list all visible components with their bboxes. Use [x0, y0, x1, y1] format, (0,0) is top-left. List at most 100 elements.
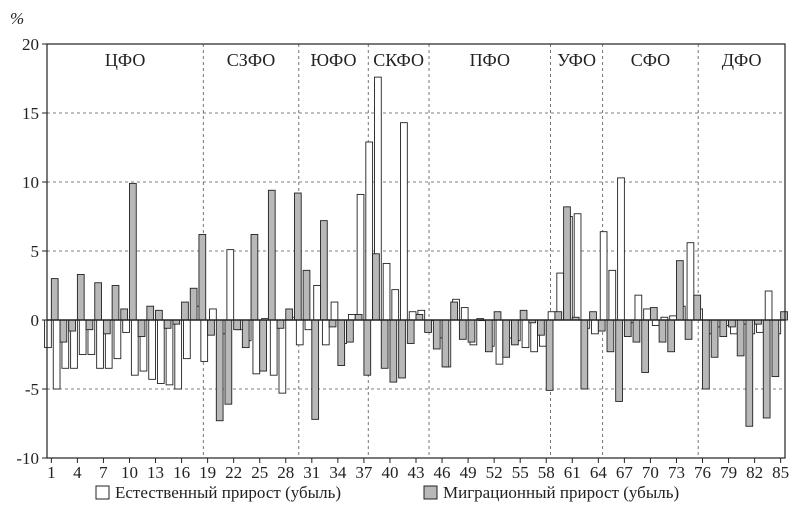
bar-natural — [113, 319, 122, 360]
legend-label-migration: Миграционный прирост (убыль) — [443, 483, 679, 502]
bar-natural — [591, 319, 599, 335]
bar-migration — [398, 319, 406, 379]
bar-migration — [693, 294, 702, 321]
bar-natural — [156, 319, 165, 384]
bar-natural — [686, 242, 695, 321]
bar-migration — [293, 192, 302, 321]
bar-natural — [408, 311, 417, 321]
bar-migration — [250, 233, 259, 321]
bar-natural — [521, 319, 530, 349]
y-tick-label: -10 — [16, 449, 39, 468]
district-label: СФО — [631, 50, 670, 70]
district-label: ПФО — [470, 50, 510, 70]
bar-migration — [597, 319, 606, 332]
bar-migration — [554, 311, 563, 321]
bar-natural — [44, 319, 52, 349]
bar-migration — [719, 319, 728, 338]
bar-natural — [252, 319, 261, 375]
bar-migration — [241, 319, 250, 349]
bar-migration — [702, 319, 710, 390]
bar-migration — [502, 319, 511, 358]
bar-natural — [643, 308, 651, 321]
bar-natural — [460, 307, 469, 321]
x-tick-label: 64 — [590, 463, 608, 482]
bar-natural — [617, 177, 625, 321]
x-tick-label: 46 — [434, 463, 451, 482]
y-axis: -10 -5 0 5 10 15 20 — [16, 35, 47, 468]
x-tick-label: 85 — [772, 463, 789, 482]
bar-natural — [356, 193, 365, 321]
bar-natural — [382, 262, 391, 321]
bar-natural — [78, 319, 87, 355]
bar-migration — [129, 182, 137, 321]
bar-migration — [259, 319, 267, 372]
bar-migration — [467, 319, 476, 343]
district-label: ЦФО — [105, 50, 145, 70]
bar-migration — [771, 319, 780, 378]
legend: Естественный прирост (убыль) Миграционны… — [95, 483, 679, 502]
x-tick-label: 58 — [538, 463, 555, 482]
bar-migration — [120, 308, 129, 321]
bar-natural — [321, 319, 330, 346]
x-tick-label: 73 — [668, 463, 685, 482]
bar-migration — [424, 319, 432, 333]
bar-migration — [458, 319, 467, 340]
bar-migration — [146, 305, 155, 321]
bar-migration — [346, 319, 354, 343]
bar-migration — [606, 319, 615, 353]
bar-migration — [762, 319, 771, 419]
bar-natural — [165, 319, 174, 386]
bar-natural — [226, 249, 235, 321]
bar-migration — [641, 319, 649, 373]
bar-migration — [658, 319, 667, 343]
bar-migration — [311, 319, 320, 420]
bar-migration — [589, 311, 597, 321]
x-axis: 1 4 7 10 13 16 19 22 25 28 31 34 37 40 43 46 49 52 55 58 61 6… — [47, 458, 789, 482]
bar-migration — [667, 319, 676, 353]
x-tick-label: 19 — [199, 463, 216, 482]
bar-migration — [111, 285, 120, 321]
x-tick-label: 61 — [564, 463, 581, 482]
legend-swatch-migration — [423, 485, 438, 500]
bar-migration — [623, 319, 632, 338]
bar-migration — [485, 319, 493, 353]
bar-migration — [684, 319, 693, 340]
bar-migration — [363, 319, 372, 376]
legend-label-natural: Естественный прирост (убыль) — [115, 483, 341, 502]
district-label: СКФО — [373, 50, 424, 70]
x-tick-label: 79 — [720, 463, 737, 482]
bar-migration — [137, 319, 146, 338]
bar-migration — [736, 319, 745, 357]
bar-migration — [649, 307, 658, 321]
bar-migration — [710, 319, 719, 358]
legend-swatch-natural — [95, 485, 110, 500]
bar-natural — [278, 319, 287, 394]
x-tick-label: 70 — [642, 463, 659, 482]
bar-migration — [102, 319, 111, 335]
bar-natural — [313, 285, 321, 321]
y-tick-label: -5 — [25, 380, 39, 399]
bar-natural — [608, 269, 617, 321]
bar-natural — [573, 213, 582, 321]
bar-migration — [233, 319, 241, 331]
bar-natural — [530, 319, 539, 353]
x-tick-label: 13 — [147, 463, 164, 482]
bar-migration — [50, 278, 59, 321]
bar-natural — [295, 319, 304, 346]
x-tick-label: 1 — [47, 463, 56, 482]
bar-natural — [634, 294, 643, 321]
bar-migration — [189, 287, 198, 321]
bar-migration — [615, 319, 623, 402]
y-tick-label: 10 — [22, 173, 39, 192]
x-tick-label: 31 — [303, 463, 320, 482]
bar-migration — [59, 319, 68, 343]
district-label: СЗФО — [227, 50, 275, 70]
bar-migration — [676, 260, 684, 321]
bar-migration — [76, 274, 85, 321]
x-tick-label: 4 — [73, 463, 82, 482]
bar-migration — [389, 319, 398, 383]
bar-migration — [450, 301, 458, 321]
x-tick-label: 37 — [355, 463, 373, 482]
